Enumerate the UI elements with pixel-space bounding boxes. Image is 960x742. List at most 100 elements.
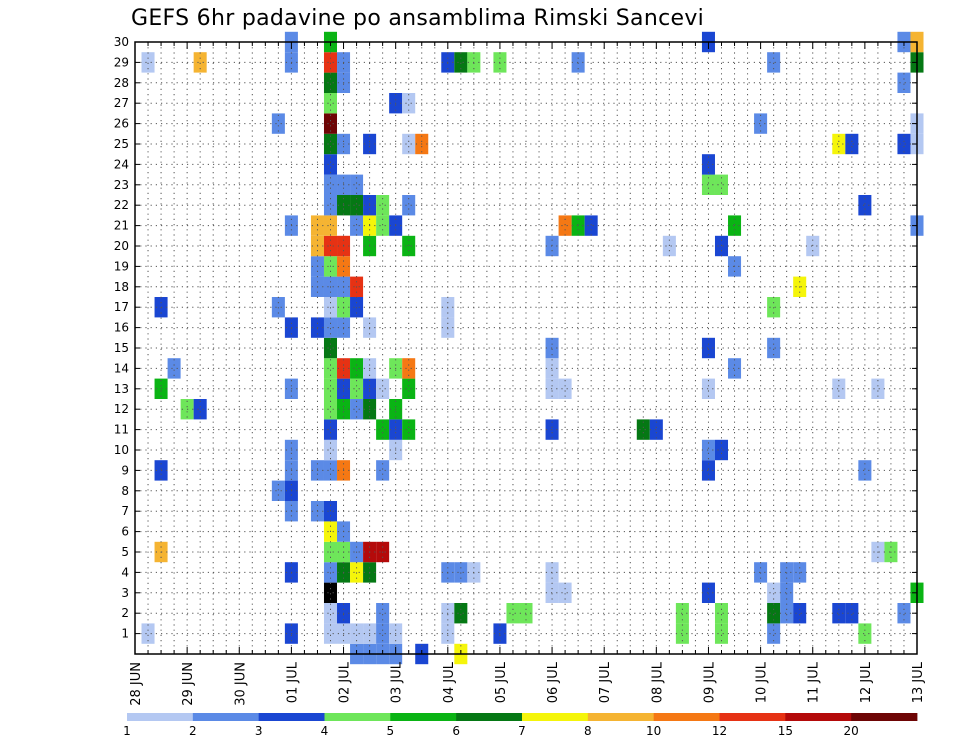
y-tick-label: 17	[114, 300, 129, 314]
colorbar-swatch	[192, 713, 260, 721]
x-tick-label: 06 JUL	[546, 661, 561, 703]
precip-cell	[767, 337, 781, 359]
precip-cell	[323, 154, 338, 175]
precip-cell	[376, 419, 390, 440]
precip-cell	[376, 215, 390, 236]
y-tick-label: 21	[114, 219, 129, 233]
y-tick-label: 14	[114, 361, 129, 375]
precip-cell	[714, 603, 729, 624]
precip-cell	[323, 460, 338, 481]
precip-cell	[584, 215, 598, 236]
y-tick-label: 15	[114, 341, 129, 355]
precip-cell	[858, 460, 872, 481]
chart-title: GEFS 6hr padavine po ansamblima Rimski S…	[131, 6, 705, 31]
y-tick-label: 12	[114, 402, 129, 416]
precip-cell	[897, 603, 911, 624]
y-tick-label: 5	[121, 545, 129, 559]
precip-cell	[376, 623, 390, 644]
y-tick-label: 3	[121, 586, 129, 600]
precip-cell	[193, 52, 207, 73]
x-tick-label: 28 JUN	[129, 662, 144, 706]
precip-cell	[323, 113, 338, 134]
y-tick-label: 25	[114, 137, 129, 151]
y-tick-label: 22	[114, 198, 129, 212]
precip-cell	[701, 337, 715, 359]
colorbar-label: 8	[584, 724, 592, 738]
precip-cell	[350, 623, 364, 644]
precip-cell	[701, 439, 715, 461]
colorbar-label: 5	[387, 724, 395, 738]
precip-cell	[323, 337, 338, 359]
precip-cell	[141, 623, 155, 644]
x-tick-label: 07 JUL	[598, 661, 613, 703]
colorbar-label: 20	[844, 724, 859, 738]
colorbar-label: 15	[778, 724, 793, 738]
colorbar-swatch	[258, 713, 325, 721]
precip-cell	[271, 113, 285, 134]
precip-cell	[323, 603, 338, 624]
precip-cell	[858, 195, 872, 216]
precip-cell	[714, 439, 729, 461]
y-tick-label: 20	[114, 239, 129, 253]
precip-cell	[845, 603, 859, 624]
y-tick-label: 11	[114, 423, 129, 437]
x-tick-label: 04 JUL	[442, 661, 457, 703]
precip-cell	[376, 460, 390, 481]
precip-cell	[323, 174, 338, 195]
y-tick-label: 2	[121, 606, 129, 620]
precip-cell	[323, 133, 338, 155]
y-tick-label: 4	[121, 565, 129, 579]
precip-cell	[675, 603, 689, 624]
colorbar-label: 10	[646, 724, 661, 738]
y-tick-label: 13	[114, 382, 129, 396]
precip-cell	[350, 399, 364, 420]
precip-cell	[897, 72, 911, 93]
y-tick-label: 8	[121, 484, 129, 498]
y-tick-label: 9	[121, 463, 129, 477]
precip-cell	[754, 113, 768, 134]
precip-cell	[832, 133, 846, 155]
y-tick-label: 28	[114, 76, 129, 90]
colorbar-swatch	[456, 713, 523, 721]
precip-cell	[350, 195, 364, 216]
precip-cell	[701, 154, 715, 175]
x-tick-label: 12 JUL	[859, 661, 874, 703]
colorbar-swatch	[719, 713, 786, 721]
precip-cell	[323, 195, 338, 216]
precip-cell	[402, 358, 416, 379]
precip-cell	[767, 582, 781, 603]
precip-cell	[714, 623, 729, 644]
precip-cell	[767, 623, 781, 644]
x-tick-label: 08 JUL	[650, 661, 665, 703]
precip-cell	[558, 582, 572, 603]
precip-cell	[141, 52, 155, 73]
colorbar-swatch	[785, 713, 852, 721]
colorbar-swatch	[324, 713, 391, 721]
precip-cell	[728, 358, 742, 379]
x-tick-label: 10 JUL	[755, 661, 770, 703]
x-tick-label: 29 JUN	[181, 662, 196, 706]
precip-cell	[193, 399, 207, 420]
y-tick-label: 26	[114, 117, 129, 131]
colorbar-label: 1	[123, 724, 131, 738]
precip-cell	[701, 378, 715, 399]
precip-cell	[558, 378, 572, 399]
precip-cell	[323, 378, 338, 399]
precip-cell	[675, 623, 689, 644]
precip-cell	[832, 378, 846, 399]
precip-cell	[323, 582, 338, 603]
precip-cell	[780, 582, 794, 603]
precip-cell	[506, 603, 520, 624]
precip-cell	[323, 317, 338, 338]
precip-cell	[897, 133, 911, 155]
x-tick-label: 02 JUL	[338, 661, 353, 703]
y-tick-label: 30	[114, 35, 129, 49]
x-tick-label: 05 JUL	[494, 661, 509, 703]
x-tick-label: 03 JUL	[390, 661, 405, 703]
precip-cell	[323, 419, 338, 440]
precip-cell	[714, 174, 729, 195]
precip-cell	[402, 133, 416, 155]
precip-cell	[649, 419, 663, 440]
precip-cell	[832, 603, 846, 624]
